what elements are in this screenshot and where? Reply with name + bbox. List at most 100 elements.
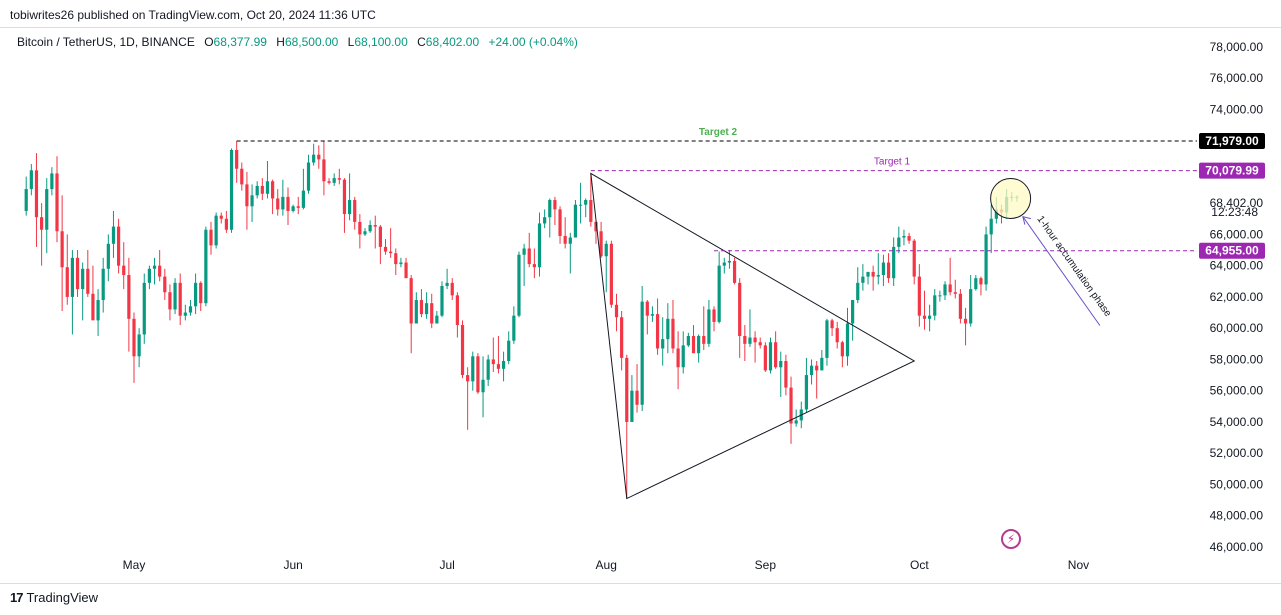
candle — [527, 232, 531, 268]
candle-body — [188, 306, 193, 313]
x-tick-label: Jun — [283, 558, 302, 572]
candle — [496, 335, 501, 374]
candle-body — [666, 318, 670, 340]
candle-body — [466, 375, 470, 382]
price-label-text: 64,955.00 — [1205, 244, 1259, 258]
candle — [214, 212, 218, 249]
candle — [65, 234, 69, 305]
candle-body — [609, 243, 613, 305]
candle — [963, 307, 968, 346]
candle — [440, 281, 444, 318]
candle-body — [568, 237, 572, 244]
candle — [81, 262, 85, 321]
candle — [727, 250, 732, 269]
candle-body — [661, 339, 665, 349]
candle — [537, 212, 542, 277]
candle-body — [471, 356, 475, 382]
price-label: 64,955.00 — [1199, 242, 1265, 259]
candle-body — [337, 178, 341, 180]
candle — [471, 351, 475, 391]
candle-body — [265, 181, 270, 194]
candle-body — [255, 185, 259, 196]
candle-body — [229, 149, 234, 230]
candle-body — [435, 315, 439, 324]
candle-body — [240, 168, 244, 185]
candle — [111, 210, 116, 258]
candle-body — [876, 275, 880, 277]
candle — [809, 359, 814, 385]
drawing-overlays: Target 2 Target 1 1-hour accumulation phas… — [236, 127, 1197, 500]
candle — [830, 318, 834, 336]
x-tick-label: Oct — [910, 558, 929, 572]
candle — [691, 325, 696, 354]
candle — [91, 265, 95, 321]
candle — [168, 284, 172, 321]
candle — [286, 187, 290, 226]
candle-body — [650, 314, 655, 316]
candle-body — [594, 221, 598, 232]
price-label: 70,079.99 — [1199, 162, 1265, 179]
candle — [768, 337, 773, 374]
candle-body — [697, 335, 701, 354]
candle-body — [763, 345, 767, 371]
candle — [373, 215, 377, 249]
candle — [389, 228, 393, 258]
candle — [435, 310, 439, 324]
brand-label: TradingView — [26, 590, 99, 605]
candle-body — [173, 282, 177, 310]
candle — [989, 204, 993, 254]
candle-body — [332, 178, 336, 183]
candle-body — [445, 282, 449, 286]
candle-body — [958, 293, 963, 319]
candle — [748, 309, 752, 347]
candle-body — [784, 361, 788, 388]
y-tick-label: 68,402.00 — [1210, 196, 1264, 210]
x-tick-label: Sep — [755, 558, 777, 572]
candle — [430, 293, 434, 329]
candle — [666, 303, 670, 354]
candle — [928, 304, 932, 332]
candle — [717, 251, 721, 324]
candle-body — [281, 196, 285, 210]
candle — [881, 254, 886, 286]
candle — [86, 250, 90, 297]
candle-body — [250, 195, 254, 207]
candle — [378, 225, 382, 265]
high-label: H — [276, 35, 285, 49]
candle-body — [851, 300, 855, 324]
candle-body — [301, 190, 305, 208]
candle — [640, 285, 644, 412]
candle — [650, 306, 655, 322]
candle-body — [45, 189, 49, 230]
candle — [491, 337, 495, 372]
candle-body — [75, 257, 80, 290]
candle — [312, 143, 316, 166]
candle — [60, 195, 64, 311]
candle-body — [394, 253, 398, 265]
candle-body — [928, 315, 932, 319]
candle — [609, 240, 613, 308]
candle-body — [938, 295, 942, 297]
candle — [892, 237, 896, 286]
flash-icon[interactable]: ⚡ — [1001, 529, 1021, 549]
candle — [917, 264, 921, 327]
candle-body — [907, 235, 911, 241]
y-tick-label: 48,000.00 — [1210, 509, 1264, 523]
candle — [173, 278, 177, 315]
accumulation-arrowhead — [1022, 215, 1031, 225]
candle-body — [984, 234, 988, 285]
candle — [578, 182, 583, 224]
candle-body — [933, 295, 937, 316]
candle — [106, 234, 110, 282]
tradingview-brand[interactable]: 17 TradingView — [10, 590, 98, 605]
candle — [507, 331, 511, 365]
symbol-title: Bitcoin / TetherUS, 1D, BINANCE — [17, 35, 195, 49]
candle — [655, 298, 660, 355]
candle-body — [65, 267, 69, 297]
candle — [743, 325, 747, 362]
y-tick-label: 56,000.00 — [1210, 384, 1264, 398]
candle-body — [183, 312, 187, 316]
candle-body — [835, 328, 839, 343]
candle — [70, 250, 75, 335]
